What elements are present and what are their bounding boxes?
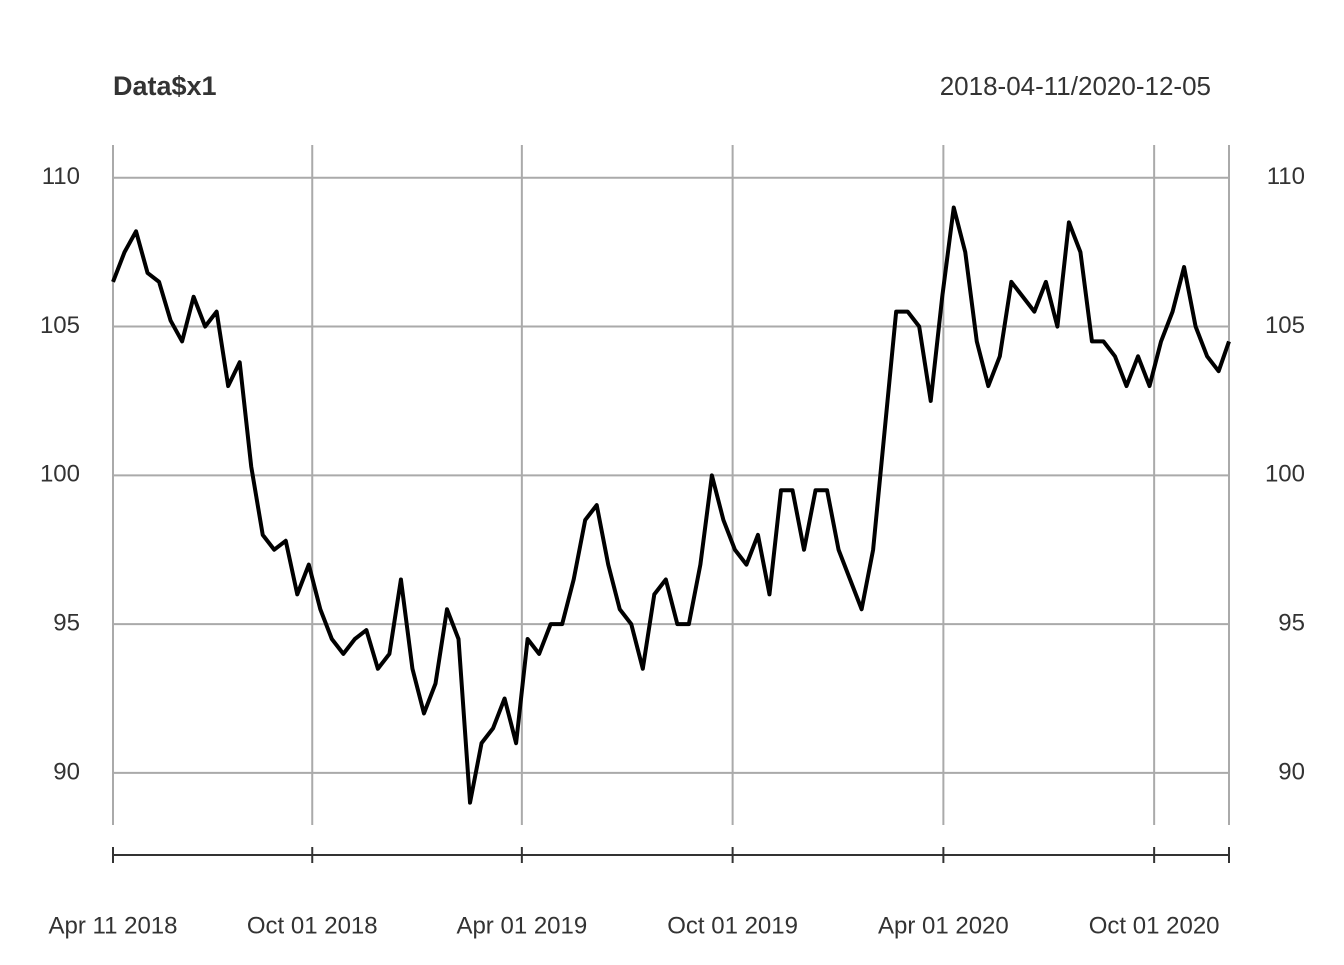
y-tick-label: 105 (40, 312, 80, 339)
y-tick-label: 110 (42, 163, 80, 190)
x-tick-label: Oct 01 2019 (667, 912, 798, 939)
chart-subtitle: 2018-04-11/2020-12-05 (940, 71, 1211, 101)
x-tick-label: Apr 11 2018 (49, 912, 178, 939)
data-line (111, 205, 1231, 805)
y-tick-label: 95 (53, 609, 80, 636)
y2-tick-label: 95 (1278, 609, 1305, 636)
x-tick-label: Oct 01 2018 (247, 912, 378, 939)
y2-tick-label: 90 (1278, 758, 1305, 785)
y2-tick-label: 110 (1267, 163, 1305, 190)
y2-tick-label: 100 (1265, 461, 1305, 488)
chart-title: Data$x1 (113, 71, 217, 101)
y-tick-label: 100 (40, 461, 80, 488)
y-tick-label: 90 (53, 758, 80, 785)
y2-tick-label: 105 (1265, 312, 1305, 339)
x-tick-label: Apr 01 2019 (456, 912, 587, 939)
x-tick-label: Apr 01 2020 (878, 912, 1009, 939)
x-tick-label: Oct 01 2020 (1089, 912, 1220, 939)
